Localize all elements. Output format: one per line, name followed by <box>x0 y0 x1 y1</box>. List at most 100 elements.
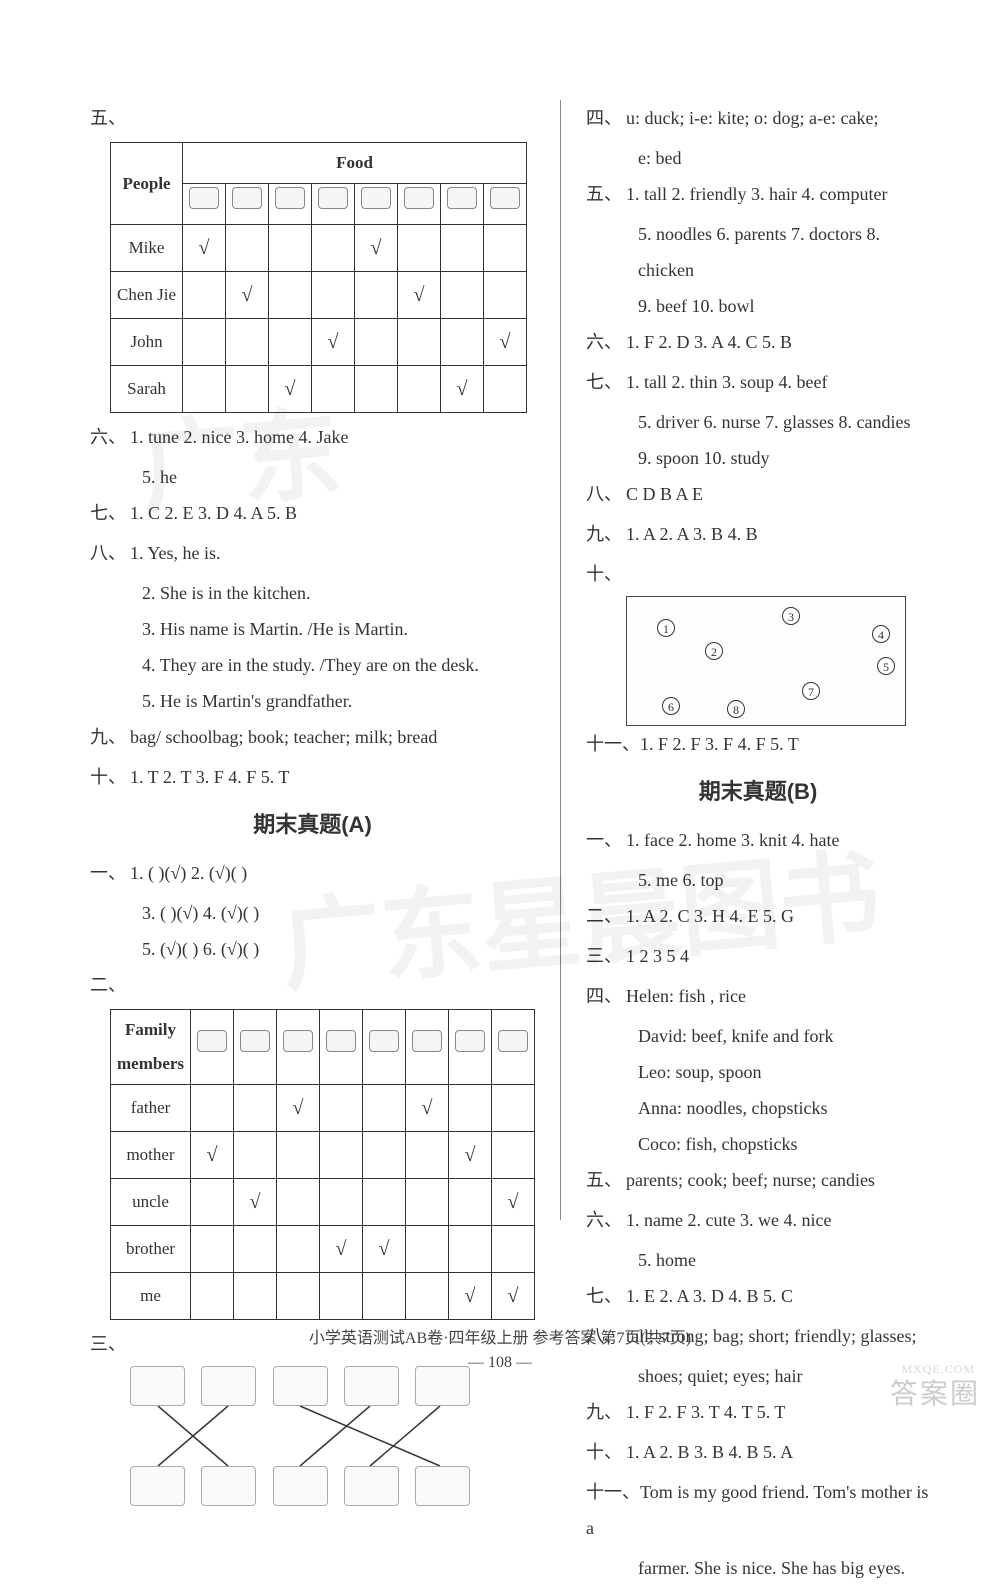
icon <box>455 1030 485 1052</box>
cell <box>406 1226 449 1273</box>
row-label: uncle <box>111 1179 191 1226</box>
cell <box>191 1226 234 1273</box>
section-label: 四、 <box>586 978 626 1014</box>
answer-text: 3. His name is Martin. /He is Martin. <box>90 611 535 647</box>
cell <box>234 1226 277 1273</box>
th-people: People <box>111 143 183 225</box>
answer-text: 1. tall 2. thin 3. soup 4. beef <box>626 372 827 392</box>
page-footer: 小学英语测试AB卷·四年级上册 参考答案 第7页(共7页) — 108 — <box>0 1324 1000 1372</box>
cell <box>363 1085 406 1132</box>
cell <box>398 319 441 366</box>
cell: √ <box>191 1132 234 1179</box>
answer-text: 5. He is Martin's grandfather. <box>90 683 535 719</box>
match-lines <box>130 1406 470 1466</box>
cell: √ <box>320 1226 363 1273</box>
row-label: me <box>111 1273 191 1320</box>
answer-text: 5. home <box>586 1242 930 1278</box>
footer-text: 小学英语测试AB卷·四年级上册 参考答案 第7页(共7页) <box>0 1324 1000 1348</box>
cell <box>191 1085 234 1132</box>
food-icon <box>490 187 520 209</box>
cell <box>234 1085 277 1132</box>
section-label: 六、 <box>586 324 626 360</box>
cell <box>398 225 441 272</box>
section-label: 十一、 <box>586 1474 640 1510</box>
cell <box>320 1085 363 1132</box>
cell <box>320 1273 363 1320</box>
match-item <box>415 1466 470 1506</box>
cell <box>277 1132 320 1179</box>
cell <box>406 1179 449 1226</box>
section-label: 一、 <box>586 822 626 858</box>
cell <box>312 225 355 272</box>
answer-text: 2. She is in the kitchen. <box>90 575 535 611</box>
section-label: 九、 <box>586 1394 626 1430</box>
food-icon <box>189 187 219 209</box>
answer-text: Anna: noodles, chopsticks <box>586 1090 930 1126</box>
answer-text: 5. (√)( ) 6. (√)( ) <box>90 931 535 967</box>
cell <box>492 1226 535 1273</box>
family-table: Family members father√√mother√√uncle√√br… <box>110 1009 535 1320</box>
cell: √ <box>492 1179 535 1226</box>
row-label: Chen Jie <box>111 272 183 319</box>
cell: √ <box>398 272 441 319</box>
answer-text: 1. C 2. E 3. D 4. A 5. B <box>130 503 297 523</box>
answer-text: 5. noodles 6. parents 7. doctors 8. chic… <box>586 216 930 288</box>
cell <box>269 319 312 366</box>
food-icon <box>447 187 477 209</box>
match-item <box>130 1366 185 1406</box>
section-title: 期末真题(B) <box>586 770 930 814</box>
cell: √ <box>183 225 226 272</box>
row-label: father <box>111 1085 191 1132</box>
cell <box>406 1273 449 1320</box>
cell <box>441 319 484 366</box>
section-label: 六、 <box>586 1202 626 1238</box>
icon <box>369 1030 399 1052</box>
room-num: 5 <box>877 657 895 675</box>
match-item <box>344 1466 399 1506</box>
section-label: 一、 <box>90 855 130 891</box>
cell <box>277 1226 320 1273</box>
cell <box>277 1179 320 1226</box>
answer-text: Coco: fish, chopsticks <box>586 1126 930 1162</box>
th-food: Food <box>183 143 527 184</box>
answer-text: farmer. She is nice. She has big eyes. <box>586 1550 930 1586</box>
cell <box>441 272 484 319</box>
answer-text: 1. F 2. D 3. A 4. C 5. B <box>626 332 792 352</box>
th-family: Family members <box>111 1010 191 1085</box>
cell: √ <box>277 1085 320 1132</box>
answer-text: e: bed <box>586 140 930 176</box>
section-label: 二、 <box>90 967 130 1003</box>
answer-text: Helen: fish , rice <box>626 986 746 1006</box>
section-label: 五、 <box>90 100 130 136</box>
answer-text: 1. A 2. C 3. H 4. E 5. G <box>626 906 794 926</box>
cell <box>312 272 355 319</box>
cell <box>398 366 441 413</box>
section-label: 七、 <box>586 364 626 400</box>
food-icon <box>232 187 262 209</box>
cell <box>484 225 527 272</box>
answer-text: 5. he <box>90 459 535 495</box>
cell: √ <box>226 272 269 319</box>
row-label: Mike <box>111 225 183 272</box>
match-item <box>273 1466 328 1506</box>
row-label: brother <box>111 1226 191 1273</box>
icon <box>283 1030 313 1052</box>
cell <box>484 272 527 319</box>
food-table: People Food Mike√√Chen Jie√√John√√Sarah√… <box>110 142 527 413</box>
section-label: 九、 <box>586 516 626 552</box>
matching-diagram <box>130 1366 470 1506</box>
section-title: 期末真题(A) <box>90 803 535 847</box>
section-label: 九、 <box>90 719 130 755</box>
cell: √ <box>363 1226 406 1273</box>
answer-text: parents; cook; beef; nurse; candies <box>626 1170 875 1190</box>
cell <box>234 1132 277 1179</box>
answer-text: 1. E 2. A 3. D 4. B 5. C <box>626 1286 793 1306</box>
cell: √ <box>234 1179 277 1226</box>
cell <box>277 1273 320 1320</box>
cell: √ <box>484 319 527 366</box>
section-label: 六、 <box>90 419 130 455</box>
cell <box>363 1132 406 1179</box>
page-number: — 108 — <box>0 1354 1000 1372</box>
room-num: 2 <box>705 642 723 660</box>
cell <box>449 1085 492 1132</box>
